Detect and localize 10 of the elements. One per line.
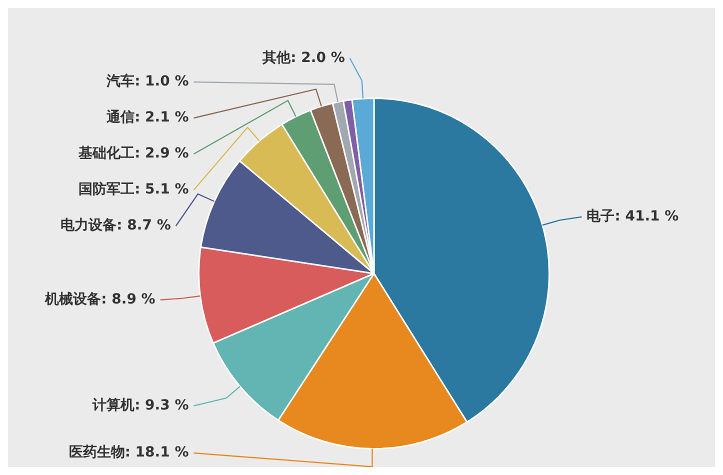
- slice-label: 电力设备: 8.7 %: [60, 218, 171, 234]
- slice-label: 基础化工: 2.9 %: [78, 146, 189, 162]
- slice-label: 通信: 2.1 %: [106, 108, 189, 126]
- slice-label: 计算机: 9.3 %: [92, 397, 189, 414]
- slice-label: 国防军工: 5.1 %: [78, 180, 189, 198]
- slice-label: 机械设备: 8.9 %: [44, 292, 156, 308]
- slice-label: 其他: 2.0 %: [262, 50, 345, 66]
- slice-label: 电子: 41.1 %: [586, 208, 679, 224]
- slice-label: 医药生物: 18.1 %: [68, 444, 189, 461]
- slice-label: 汽车: 1.0 %: [106, 72, 189, 90]
